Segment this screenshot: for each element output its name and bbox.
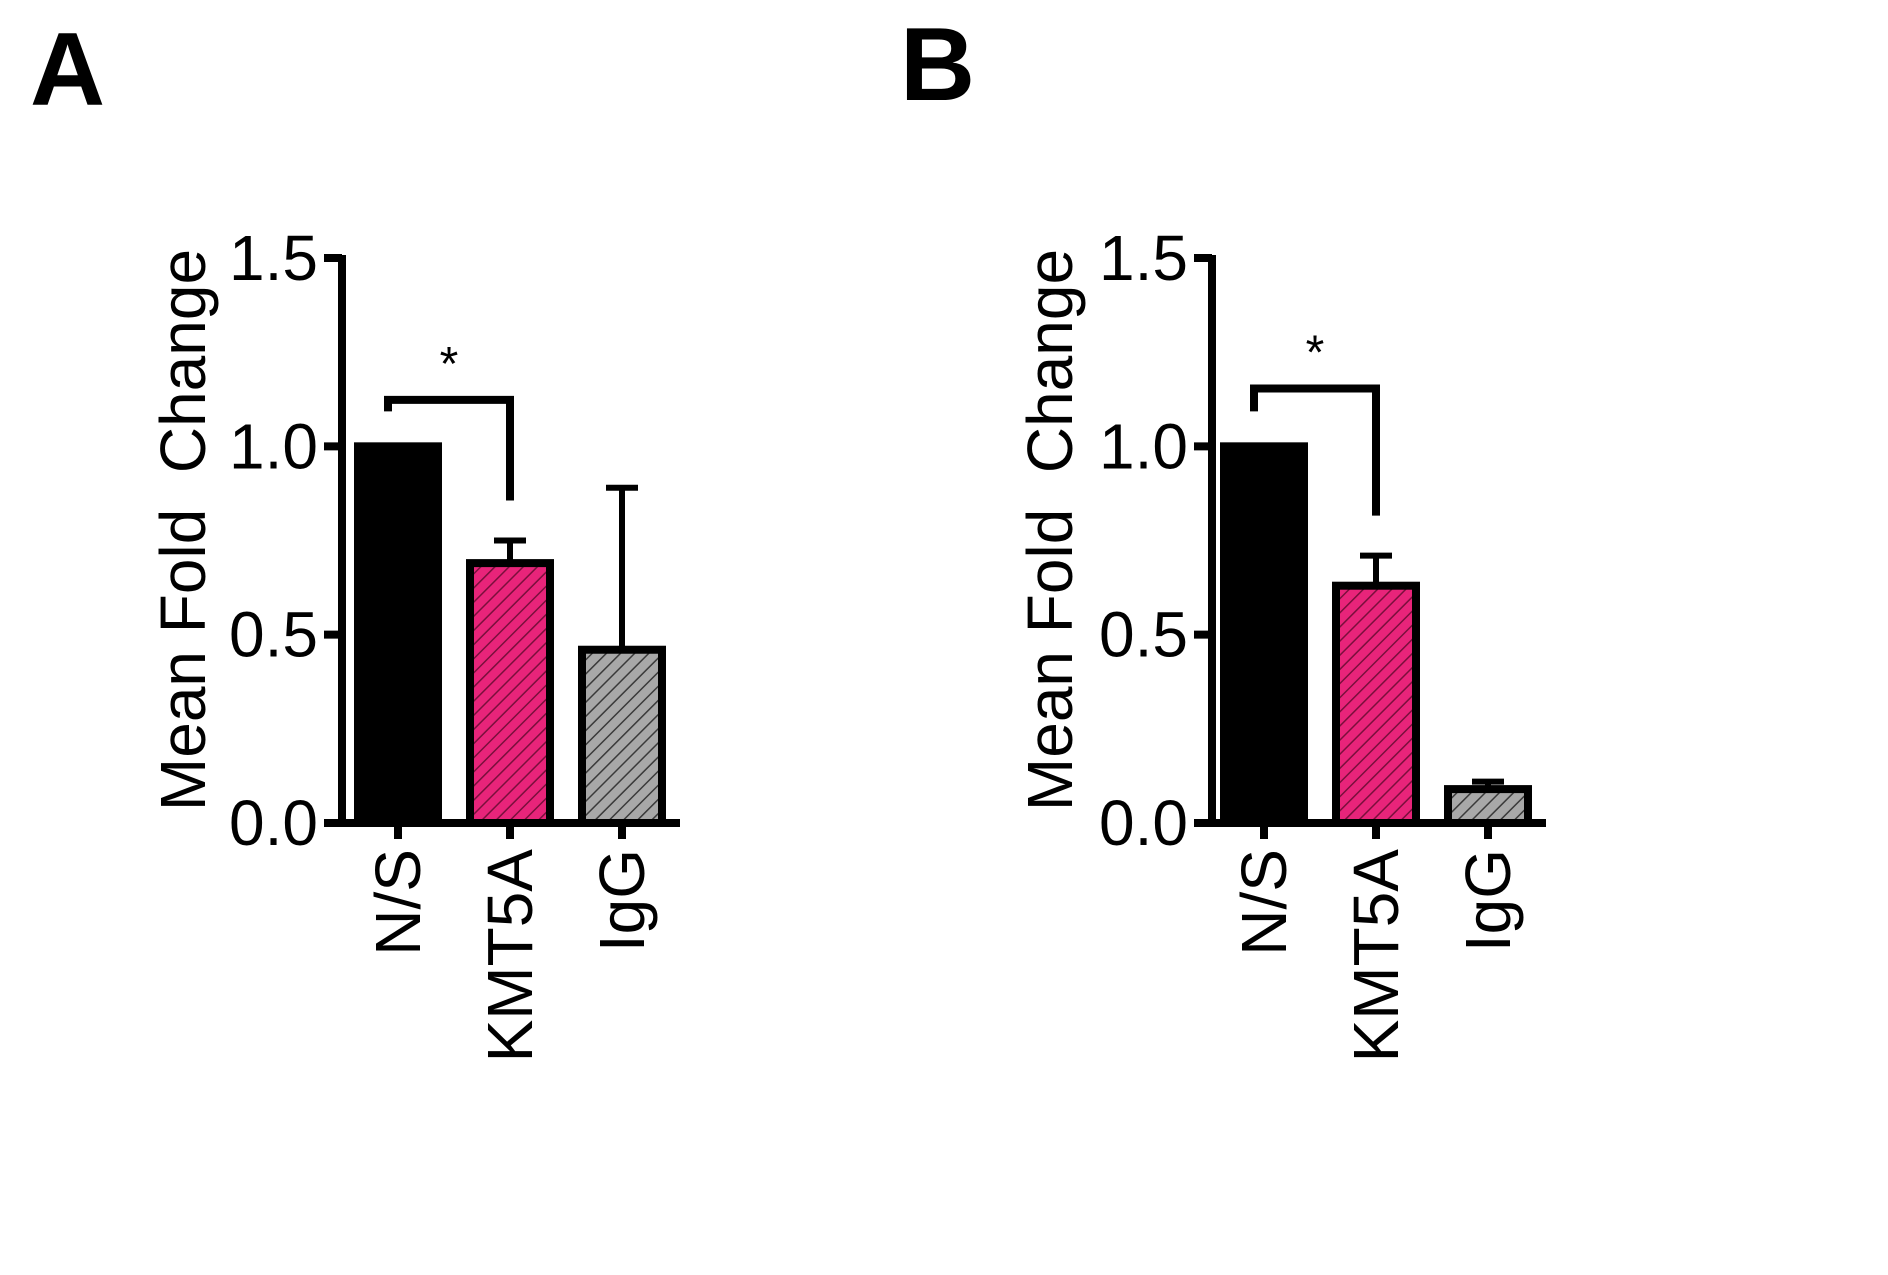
panel-b-y-tick-label: 1.5 xyxy=(1099,222,1188,294)
panel-a-significance-bracket xyxy=(384,395,514,501)
panel-b-x-tick-label: KMT5A xyxy=(1340,849,1412,1063)
panel-b-significance-bracket xyxy=(1250,384,1380,516)
panel-a-bar-igg xyxy=(578,645,666,827)
panel-a-y-tick-label: 0.0 xyxy=(229,787,318,859)
panel-b-y-tick-label: 1.0 xyxy=(1099,410,1188,482)
panel-a-significance-label: * xyxy=(440,338,459,391)
panel-b-significance-label: * xyxy=(1306,327,1325,380)
panel-b-bar-kmt5a xyxy=(1332,581,1420,828)
panel-b-y-axis-label: Mean Fold Change xyxy=(1014,249,1086,811)
panel-b-y-tick-label: 0.5 xyxy=(1099,599,1188,671)
panel-a-y-axis-label: Mean Fold Change xyxy=(147,249,219,811)
panel-b-bar-igg xyxy=(1444,785,1532,827)
panel-a-y-tick-label: 1.5 xyxy=(229,222,318,294)
panel-a-y-tick-label: 0.5 xyxy=(229,599,318,671)
panel-b-x-tick-label: IgG xyxy=(1452,849,1524,952)
panel-a-x-tick-label: KMT5A xyxy=(474,849,546,1063)
panel-a-bar-n-s xyxy=(354,442,442,827)
panel-a-x-tick-label: IgG xyxy=(586,849,658,952)
panel-b-bar-n-s xyxy=(1220,442,1308,827)
panel-b-panel-letter: B xyxy=(900,7,975,123)
panel-b-x-tick-label: N/S xyxy=(1228,849,1300,956)
panel-a-x-tick-label: N/S xyxy=(362,849,434,956)
panel-a-bar-kmt5a xyxy=(466,559,554,827)
panel-a-y-tick-label: 1.0 xyxy=(229,410,318,482)
panel-b-y-tick-label: 0.0 xyxy=(1099,787,1188,859)
panel-a-panel-letter: A xyxy=(30,12,105,128)
